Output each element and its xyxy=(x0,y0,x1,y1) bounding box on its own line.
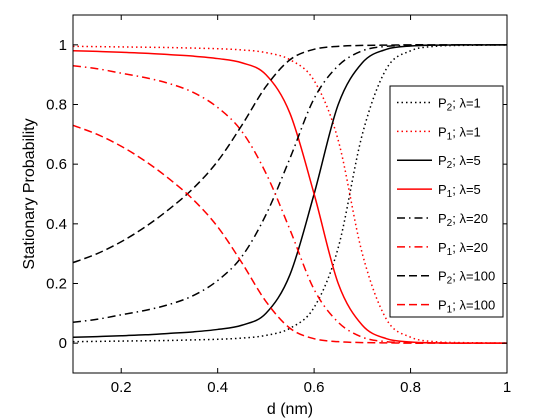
axes-box xyxy=(72,14,508,374)
ticks-layer: 0.2 0.4 0.6 0.8 1 0 0.2 0.4 0.6 0.8 1 xyxy=(46,15,511,396)
x-tick-label: 1 xyxy=(503,379,511,396)
series-layer xyxy=(73,44,507,344)
series-line-7 xyxy=(73,44,507,264)
y-tick-label: 0.2 xyxy=(46,276,67,293)
legend-label-2: P1; λ=1 xyxy=(438,124,481,142)
x-tick-label: 0.2 xyxy=(111,379,132,396)
x-axis-label: d (nm) xyxy=(267,401,313,418)
series-line-1 xyxy=(73,44,507,343)
y-tick-label: 0.8 xyxy=(46,97,67,114)
y-tick-label: 0.4 xyxy=(46,216,67,233)
legend-box xyxy=(389,85,504,318)
x-tick-label: 0.8 xyxy=(400,379,421,396)
legend-label-6: P1; λ=20 xyxy=(438,240,488,258)
y-axis-label: Stationary Probability xyxy=(21,118,38,269)
legend-label-8: P1; λ=100 xyxy=(438,298,495,316)
x-tick-label: 0.4 xyxy=(207,379,228,396)
y-tick-label: 0 xyxy=(59,335,67,352)
legend: P2; λ=1 P1; λ=1 P2; λ=5 P1; λ=5 P2; λ=20 P1; … xyxy=(389,85,504,318)
series-line-2 xyxy=(73,45,507,344)
legend-label-4: P1; λ=5 xyxy=(438,182,481,200)
legend-label-3: P2; λ=5 xyxy=(438,153,481,171)
series-line-8 xyxy=(73,124,507,344)
y-tick-label: 0.6 xyxy=(46,156,67,173)
legend-label-1: P2; λ=1 xyxy=(438,95,481,113)
legend-label-7: P2; λ=100 xyxy=(438,269,495,287)
legend-label-5: P2; λ=20 xyxy=(438,211,488,229)
y-tick-label: 1 xyxy=(59,37,67,54)
x-tick-label: 0.6 xyxy=(304,379,325,396)
